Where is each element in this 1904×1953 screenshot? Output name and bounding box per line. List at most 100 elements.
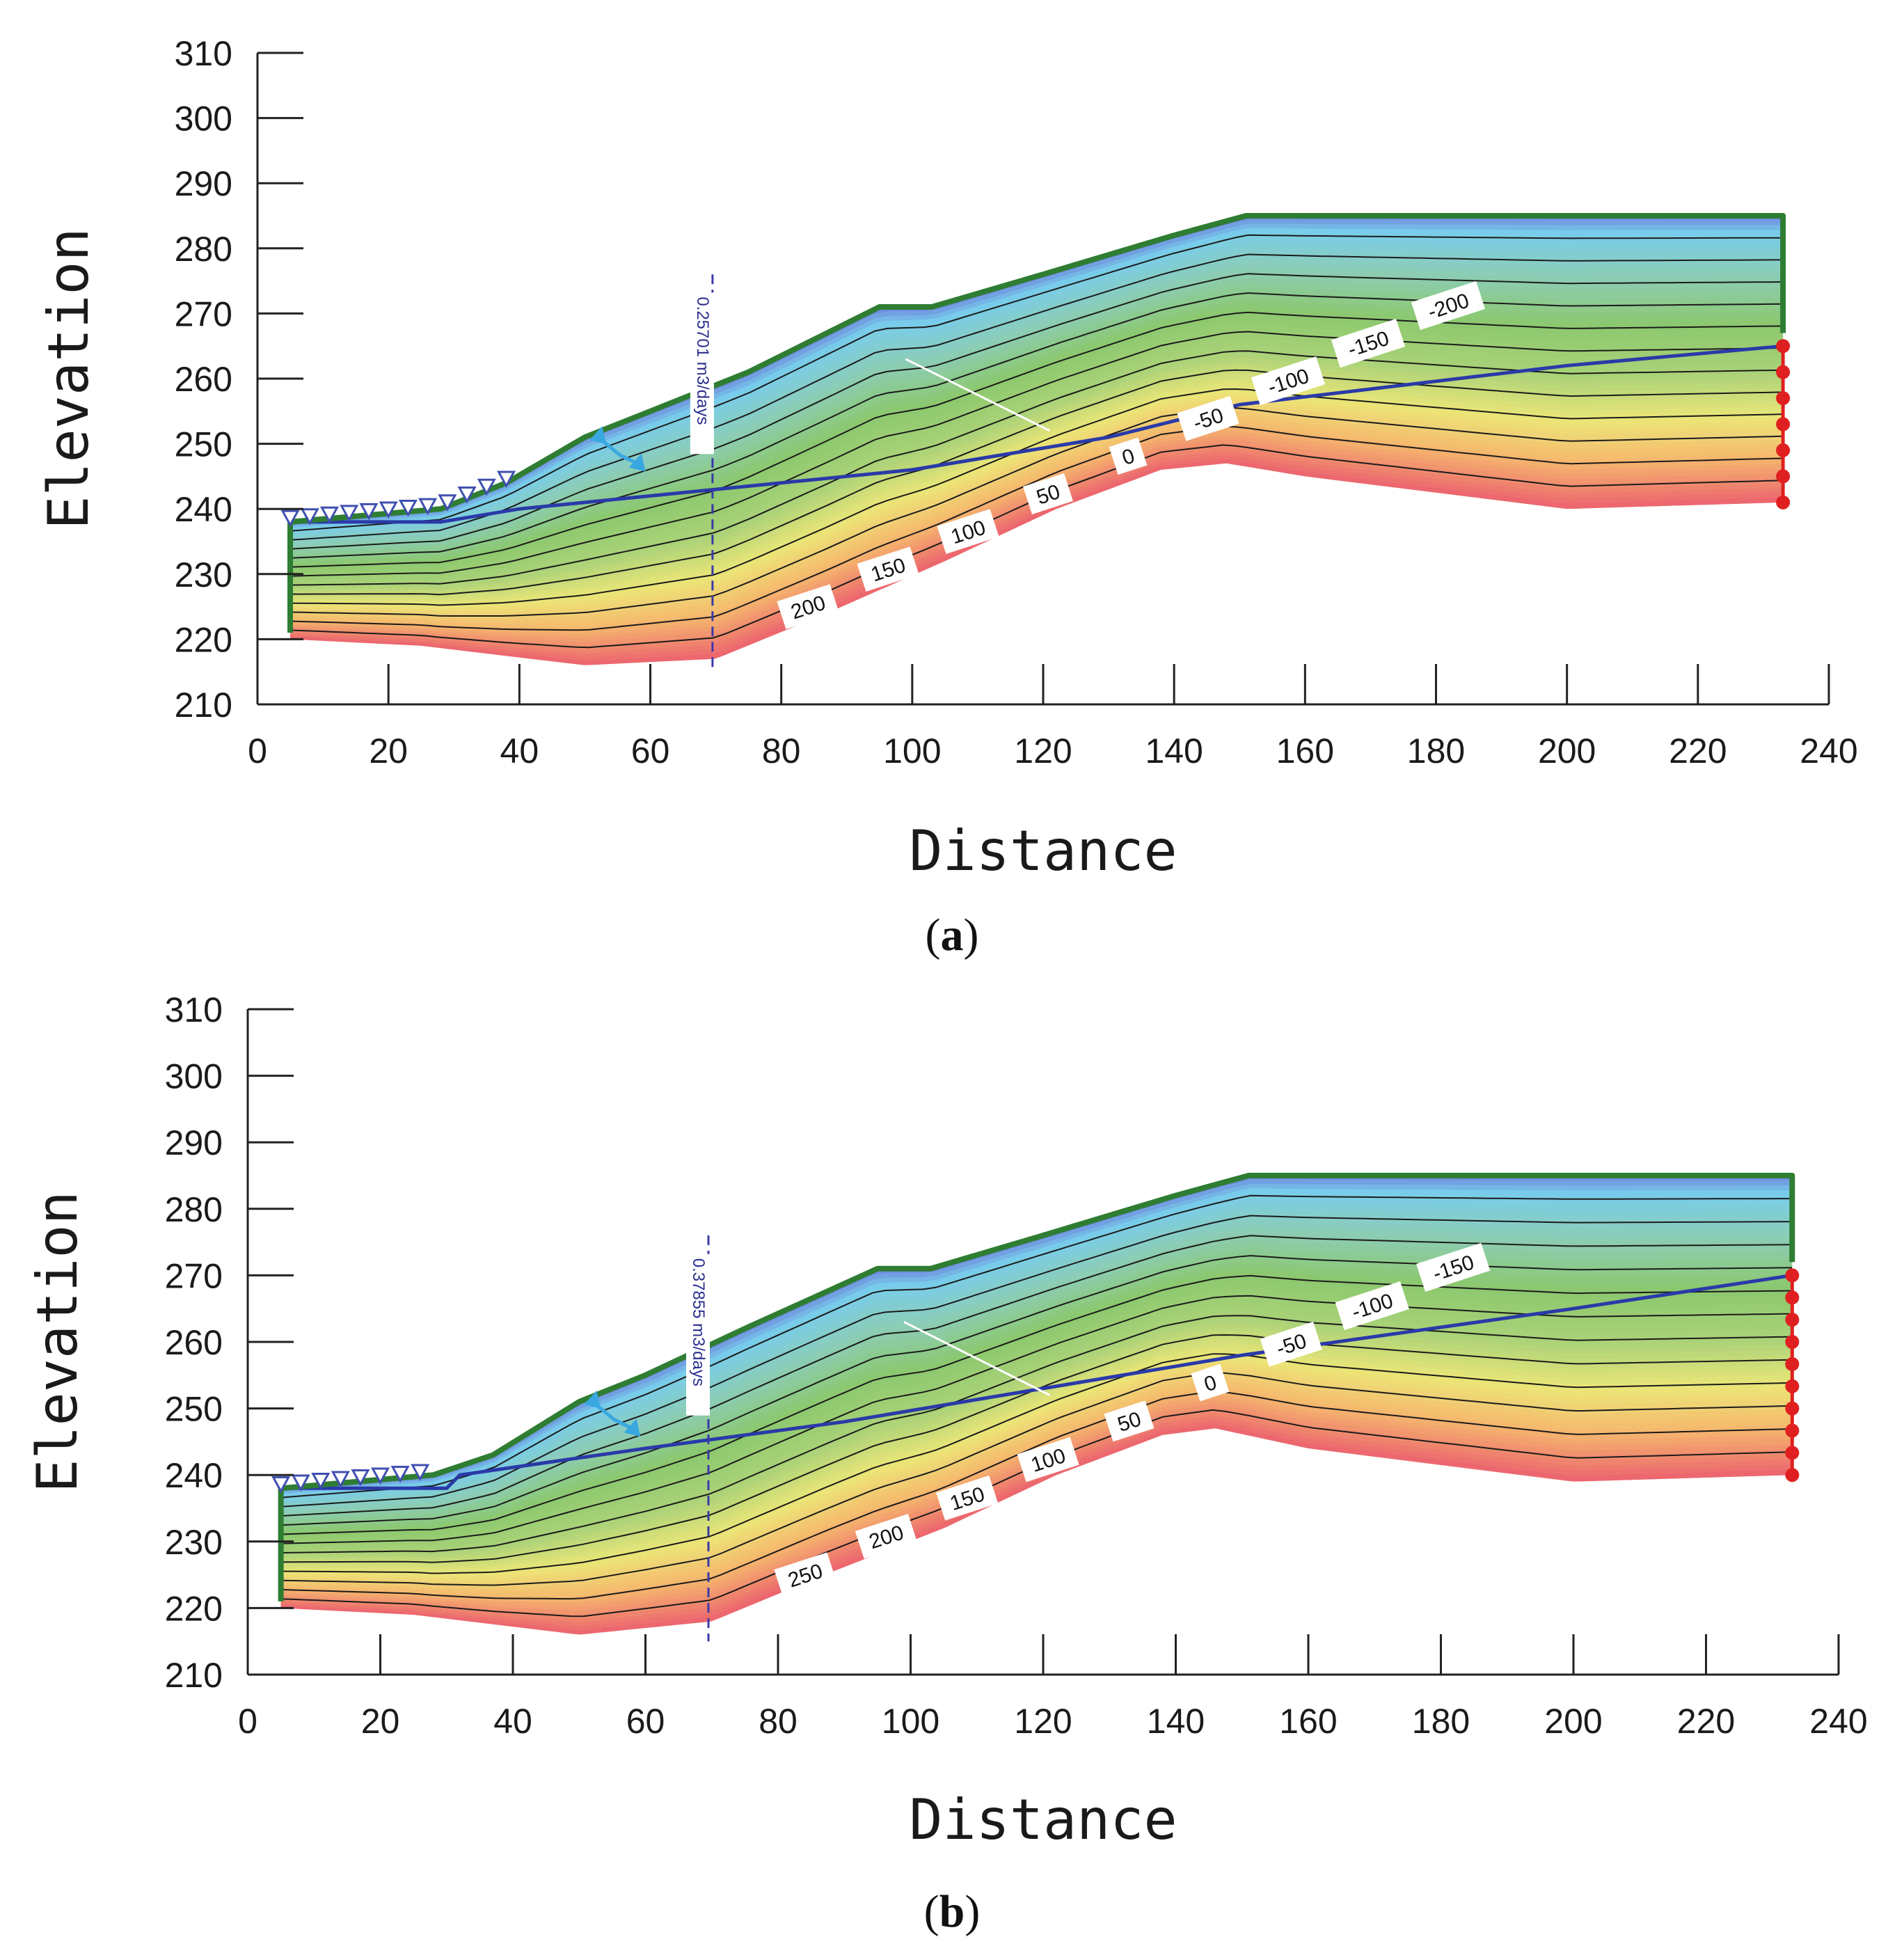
contour-label-box [1104,1400,1155,1442]
x-tick-label: 0 [248,732,267,770]
contour-label-box [777,584,839,629]
x-tick-label: 200 [1538,732,1596,770]
contour-label-box [1017,1437,1079,1482]
seepage-face-marker [457,486,477,504]
boundary-node [1785,1423,1800,1438]
seepage-face-marker [379,501,398,519]
contour-label-box [936,1475,999,1521]
chart-panel-a: 0.25701 m3/days 200 150 100 50 0 -50 -100 -150 -2… [0,0,1904,974]
contour-line [280,1274,1793,1535]
y-tick-label: 240 [165,1456,223,1495]
flux-label: 0.25701 m3/days [690,292,714,454]
boundary-node [1785,1335,1800,1349]
boundary-node [1776,365,1791,379]
contour-line [280,1390,1793,1600]
y-axis-title: Elevation [25,1191,90,1492]
flux-label: 0.37855 m3/days [685,1254,710,1416]
y-tick-label: 290 [175,164,232,203]
contour-label-box [857,546,919,592]
contour-line [280,1353,1793,1574]
contour-line [290,388,1784,606]
boundary-node [1776,339,1791,354]
y-tick-label: 260 [175,360,232,399]
y-axis-title: Elevation [36,228,101,529]
x-tick-label: 100 [883,732,941,770]
contour-line [280,1194,1793,1499]
y-tick-label: 220 [165,1589,223,1628]
ground-surface [287,213,1786,633]
x-tick-label: 140 [1145,732,1203,770]
boundary-node [1776,495,1791,509]
contour-label-box [1251,356,1326,406]
phreatic-line [290,344,1784,524]
boundary-node [1785,1268,1800,1283]
y-tick-label: 300 [175,100,232,139]
flux-label-box [685,1254,710,1416]
contour-label-box [855,1514,917,1559]
contour-label-box [1335,1281,1409,1331]
x-tick-label: 120 [1014,1702,1072,1741]
y-tick-label: 280 [175,230,232,269]
x-tick-label: 160 [1276,732,1334,770]
flux-label-box [690,292,714,454]
x-tick-label: 240 [1809,1702,1867,1741]
x-axis-title: Distance [909,819,1177,883]
x-tick-label: 120 [1014,732,1072,770]
boundary-node [1785,1468,1800,1482]
y-tick-label: 230 [175,555,232,594]
contour-line [290,234,1784,532]
boundary-node [1776,391,1791,406]
panel-label: (a) [926,910,979,960]
contour-label-box [1177,395,1239,441]
y-tick-label: 310 [175,34,232,73]
x-tick-label: 0 [238,1702,257,1741]
seepage-face-marker [390,1466,410,1483]
boundary-node [1776,443,1791,457]
flow-arrowhead [624,1418,641,1437]
seepage-face-marker [496,471,516,489]
y-tick-label: 270 [175,294,232,333]
boundary-node [1785,1290,1800,1305]
contour-line [280,1235,1793,1517]
y-tick-label: 230 [165,1523,223,1562]
contour-line [280,1372,1793,1586]
contour-label: -50 [1177,395,1239,441]
contour-line [290,273,1784,550]
seepage-face-marker [411,1464,430,1482]
phreatic-line [280,1273,1793,1490]
contour-label-box [774,1552,836,1598]
contour-line [280,1315,1793,1553]
x-tick-label: 20 [361,1702,400,1741]
x-tick-label: 220 [1677,1702,1735,1741]
seepage-face-marker [271,1476,291,1494]
flow-arrowhead [584,1391,601,1409]
boundary-node [1776,469,1791,484]
seepage-face-marker [398,500,418,517]
x-tick-label: 40 [493,1702,532,1741]
contour-line [290,350,1784,586]
boundary-node [1776,417,1791,432]
y-tick-label: 240 [175,490,232,529]
contour-label-box [1109,437,1148,475]
x-tick-label: 160 [1279,1702,1337,1741]
contour-label: -100 [1251,356,1326,406]
contour-label: 50 [1104,1400,1155,1442]
contour-line [290,292,1784,559]
seepage-face-marker [340,505,359,522]
y-tick-label: 250 [165,1390,223,1429]
seepage-face-marker [438,494,457,512]
contour-label: 0 [1109,437,1148,475]
x-tick-label: 140 [1147,1702,1205,1741]
contour-label-box [1023,473,1073,515]
y-tick-label: 220 [175,620,232,659]
boundary-node [1785,1446,1800,1460]
x-tick-label: 200 [1544,1702,1602,1741]
contour-label: 50 [1023,473,1073,515]
flow-divide [903,1320,1051,1396]
y-tick-label: 280 [165,1190,223,1229]
boundary-node [1785,1357,1800,1371]
boundary-node [1785,1379,1800,1393]
flux-label-text: 0.25701 m3/days [693,296,712,425]
flow-divide [905,358,1051,432]
panel-label: (b) [924,1886,981,1937]
